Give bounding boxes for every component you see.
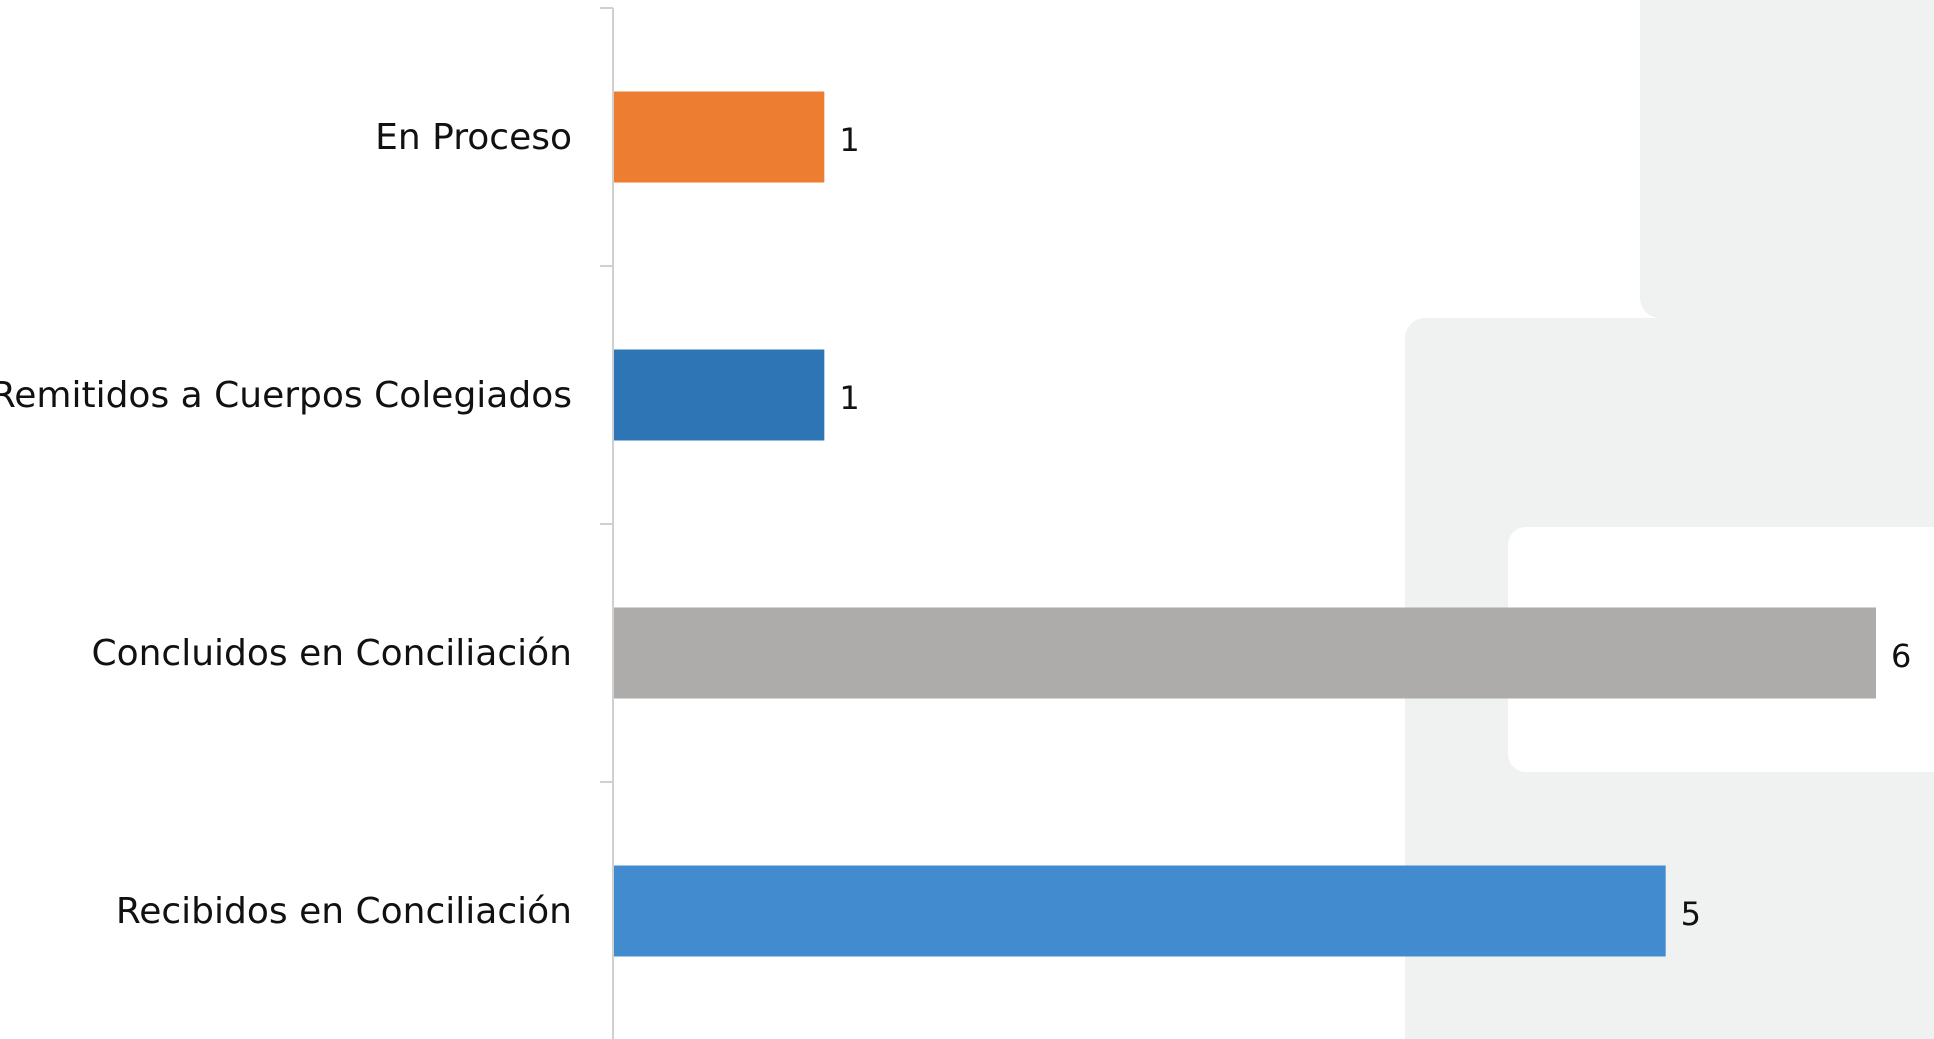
data-label-0: 1 [839, 121, 859, 159]
data-label-3: 5 [1681, 895, 1701, 933]
bar-0 [614, 91, 825, 183]
bar-3 [614, 865, 1666, 957]
background-panel-top [1640, 0, 1934, 318]
category-label-1: Remitidos a Cuerpos Colegiados [0, 375, 572, 416]
data-label-2: 6 [1891, 637, 1911, 675]
category-label-0: En Proceso [375, 117, 572, 158]
bar-2 [614, 607, 1876, 699]
data-label-1: 1 [839, 379, 859, 417]
background-cutout [1400, 0, 1638, 318]
bar-1 [614, 349, 825, 441]
plot-area: En Proceso 1 Remitidos a Cuerpos Colegiado… [0, 7, 1911, 1039]
category-label-3: Recibidos en Conciliación [116, 891, 572, 932]
background-decoration [1400, 0, 1934, 1039]
category-label-2: Concluidos en Conciliación [91, 633, 572, 674]
